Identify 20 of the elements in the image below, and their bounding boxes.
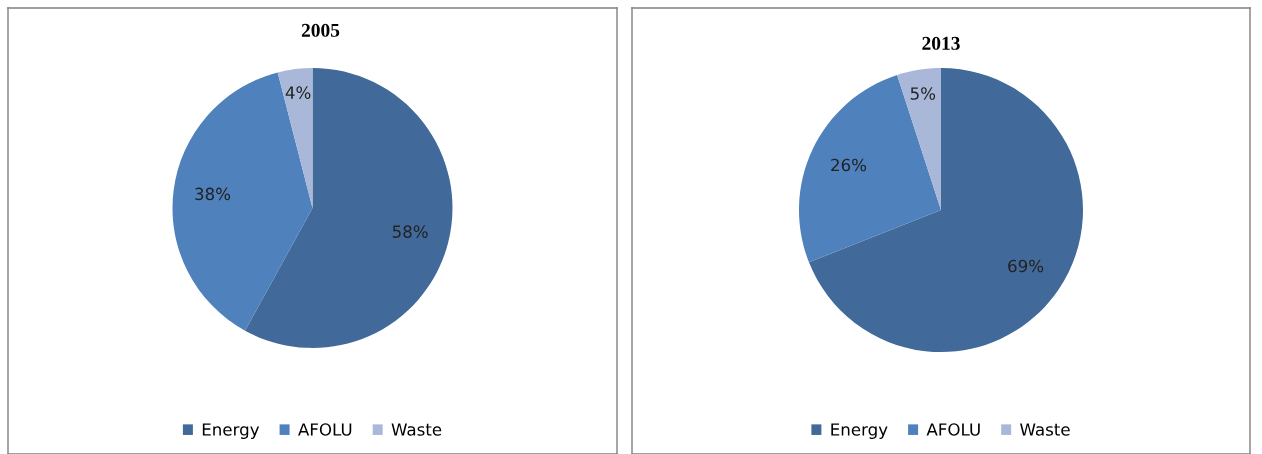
chart-title: 2005 — [301, 23, 340, 37]
chart-title: 2013 — [922, 36, 960, 50]
legend-label: Energy — [202, 423, 260, 439]
data-label: 69% — [1008, 259, 1044, 273]
pie-slice — [245, 68, 453, 348]
pie-slice — [172, 72, 313, 331]
legend-label: AFOLU — [926, 423, 980, 436]
legend-label: Energy — [831, 423, 888, 439]
data-label: 5% — [910, 87, 936, 100]
legend-label: Waste — [1020, 423, 1070, 436]
pie-slice — [799, 74, 941, 263]
pie-slice — [277, 68, 313, 208]
data-label: 58% — [392, 225, 428, 238]
legend-label: AFOLU — [298, 423, 352, 436]
data-label: 26% — [831, 158, 867, 172]
data-label: 4% — [285, 86, 311, 99]
legend-label: Waste — [391, 423, 442, 436]
pie-slice — [897, 68, 941, 210]
pie-slice — [808, 68, 1083, 352]
data-label: 38% — [195, 187, 231, 201]
